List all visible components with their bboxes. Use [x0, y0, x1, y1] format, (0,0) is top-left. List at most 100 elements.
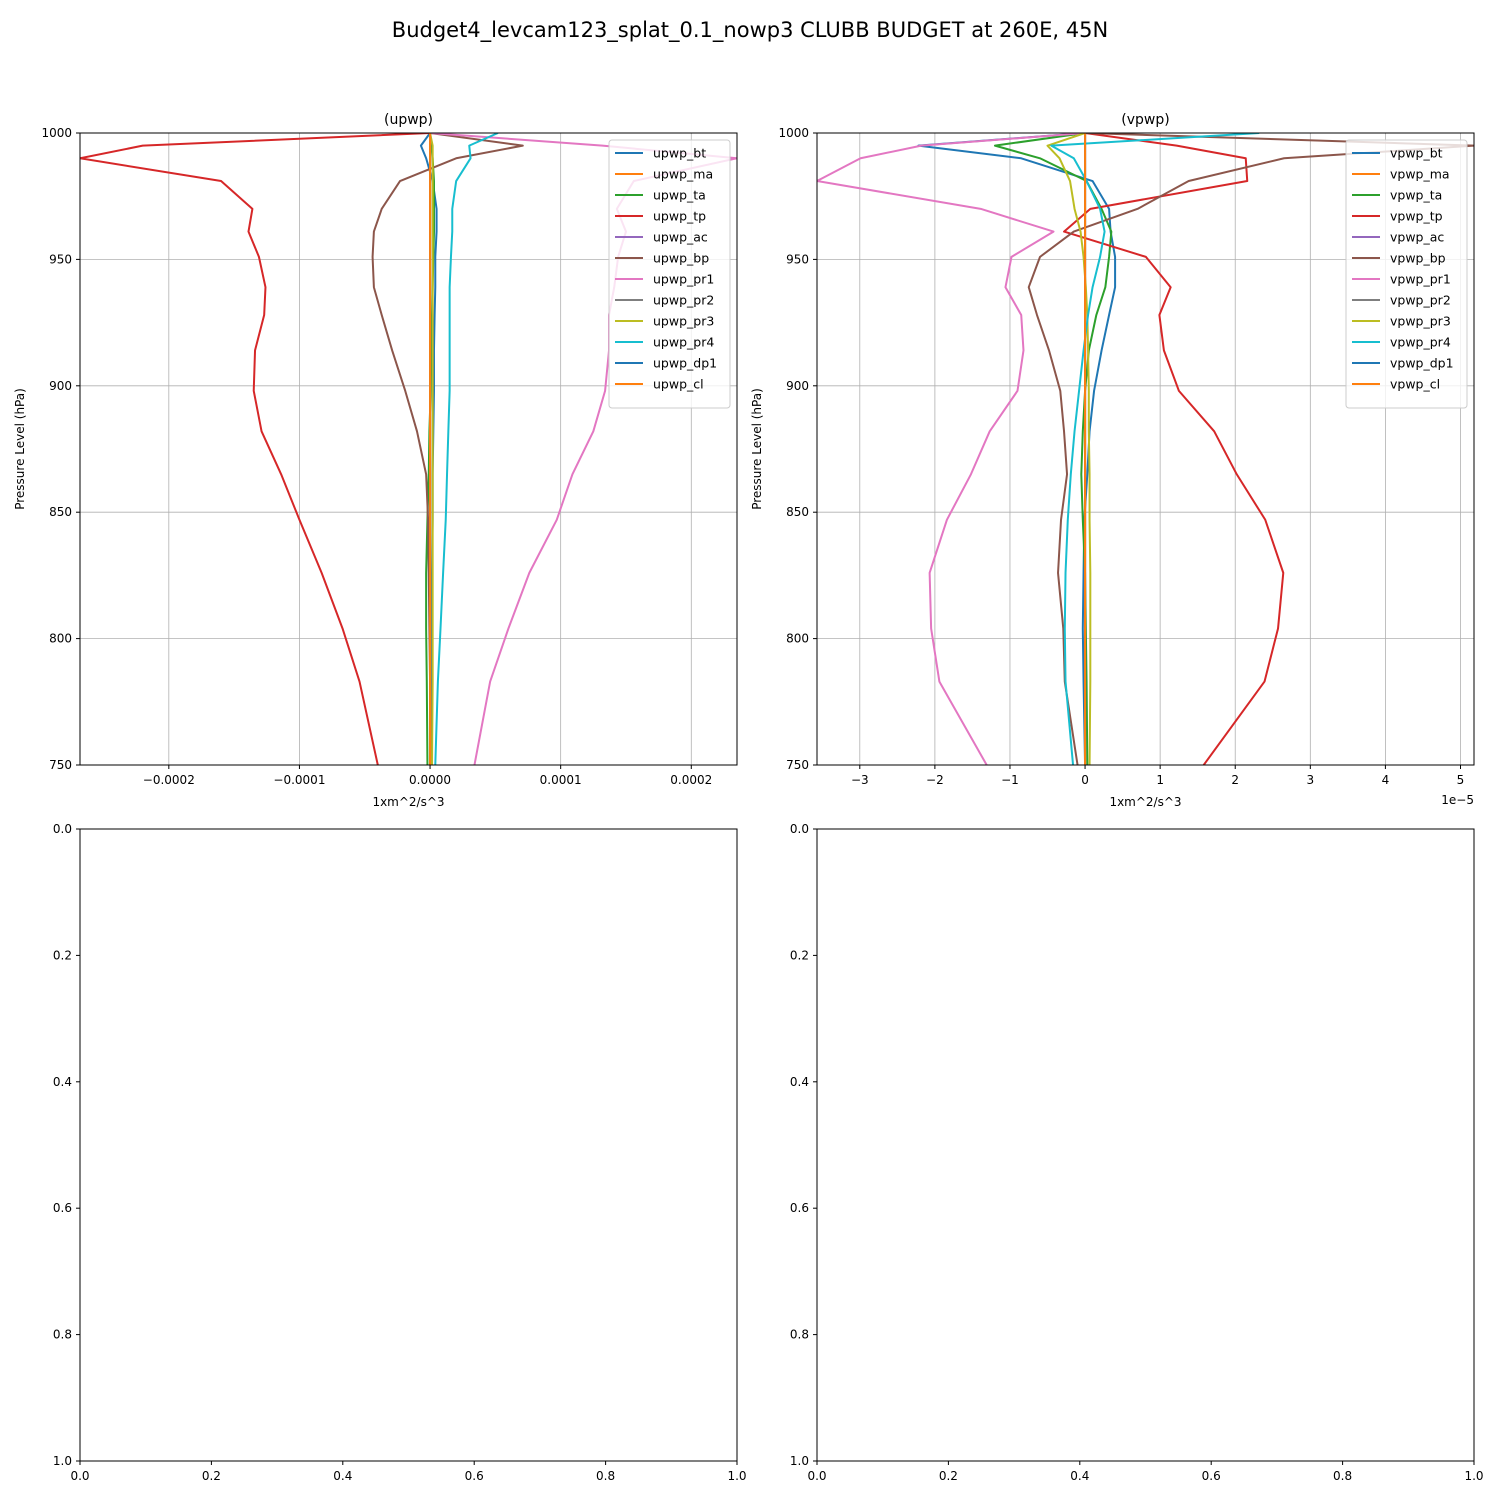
y-tick-label: 1000	[778, 126, 809, 140]
x-tick-label: 0.8	[1333, 1469, 1352, 1483]
y-tick-label: 0.2	[53, 948, 72, 962]
x-axis-label: 1xm^2/s^3	[372, 795, 444, 809]
y-tick-label: 0.4	[53, 1075, 72, 1089]
legend-label: vpwp_ma	[1390, 167, 1450, 182]
x-tick-label: −1	[1001, 773, 1019, 787]
y-tick-label: 850	[49, 505, 72, 519]
y-tick-label: 950	[786, 252, 809, 266]
y-tick-label: 800	[49, 632, 72, 646]
figure-title: Budget4_levcam123_splat_0.1_nowp3 CLUBB …	[392, 18, 1108, 43]
legend: upwp_bt upwp_ma upwp_ta upwp_tp upwp_ac upwp_…	[608, 139, 731, 409]
legend-label: upwp_ac	[653, 230, 708, 245]
series-line-vpwp_pr3	[1046, 133, 1092, 765]
legend-label: vpwp_ta	[1390, 188, 1442, 203]
legend-label: vpwp_dp1	[1390, 356, 1454, 371]
x-tick-label: −3	[851, 773, 869, 787]
series-line-vpwp_bp	[1027, 133, 1474, 765]
legend-label: vpwp_bt	[1390, 146, 1443, 161]
x-tick-label: 0.2	[939, 1469, 958, 1483]
y-tick-label: 900	[786, 379, 809, 393]
legend-label: upwp_tp	[653, 209, 706, 224]
panel-2: −3 −2 −1 0 1 2 3 4 5 750 800 850 900 950 1000 1e−5 (vpwp…	[750, 112, 1475, 809]
y-tick-label: 0.4	[790, 1075, 809, 1089]
legend-label: upwp_pr1	[653, 272, 714, 287]
legend-label: vpwp_pr4	[1390, 335, 1451, 350]
legend-label: vpwp_pr1	[1390, 272, 1451, 287]
x-tick-label: 0.2	[202, 1469, 221, 1483]
y-tick-label: 0.0	[53, 822, 72, 836]
x-tick-label: 1	[1156, 773, 1164, 787]
x-tick-label: 5	[1457, 773, 1465, 787]
legend-label: vpwp_tp	[1390, 209, 1443, 224]
y-tick-label: 0.6	[53, 1201, 72, 1215]
x-tick-label: 3	[1306, 773, 1314, 787]
legend-label: upwp_pr4	[653, 335, 714, 350]
x-tick-label: 0.0001	[540, 773, 582, 787]
y-tick-label: 0.0	[790, 822, 809, 836]
legend-label: upwp_ma	[653, 167, 713, 182]
panel-3: 0.0 0.2 0.4 0.6 0.8 1.00.00.20.40.60.81.0	[53, 822, 747, 1483]
x-tick-label: −2	[926, 773, 944, 787]
x-offset-label: 1e−5	[1441, 793, 1474, 807]
series-line-vpwp_pr1	[817, 133, 1086, 765]
x-tick-label: 0.4	[1070, 1469, 1089, 1483]
legend-label: upwp_ta	[653, 188, 706, 203]
y-tick-label: 900	[49, 379, 72, 393]
y-tick-label: 750	[786, 758, 809, 772]
x-axis-label: 1xm^2/s^3	[1109, 795, 1181, 809]
x-tick-label: 0.6	[1202, 1469, 1221, 1483]
x-tick-label: 0.8	[596, 1469, 615, 1483]
x-tick-label: 1.0	[727, 1469, 746, 1483]
legend-label: vpwp_cl	[1390, 377, 1440, 392]
legend-label: vpwp_ac	[1390, 230, 1444, 245]
series-line-vpwp_tp	[1063, 133, 1285, 765]
x-tick-label: 0.6	[465, 1469, 484, 1483]
axes-frame	[79, 828, 738, 1462]
series-line-upwp_bp	[371, 133, 524, 765]
legend-label: upwp_bt	[653, 146, 706, 161]
x-tick-label: −0.0001	[273, 773, 325, 787]
plot-area	[817, 133, 1474, 765]
legend-label: vpwp_pr3	[1390, 314, 1451, 329]
x-tick-label: 0.0000	[409, 773, 451, 787]
y-tick-label: 1000	[41, 126, 72, 140]
axes-frame	[816, 828, 1475, 1462]
legend-label: vpwp_pr2	[1390, 293, 1451, 308]
y-tick-label: 850	[786, 505, 809, 519]
y-tick-label: 800	[786, 632, 809, 646]
axes-frame	[816, 132, 1475, 766]
x-tick-label: 0.4	[333, 1469, 352, 1483]
legend-label: upwp_pr2	[653, 293, 714, 308]
legend: vpwp_bt vpwp_ma vpwp_ta vpwp_tp vpwp_ac vpwp_…	[1345, 139, 1468, 409]
y-tick-label: 950	[49, 252, 72, 266]
axes-frame	[79, 132, 738, 766]
series-line-upwp_tp	[80, 133, 431, 765]
legend-label: upwp_bp	[653, 251, 709, 266]
x-tick-label: 0	[1081, 773, 1089, 787]
legend-label: upwp_pr3	[653, 314, 714, 329]
y-tick-label: 1.0	[790, 1454, 809, 1468]
panel-1: −0.0002 −0.0001 0.0000 0.0001 0.0002 750 800 85…	[13, 112, 738, 809]
x-tick-label: −0.0002	[143, 773, 195, 787]
panel-title: (vpwp)	[1121, 112, 1169, 128]
panel-title: (upwp)	[384, 112, 433, 128]
series-line-upwp_pr4	[434, 133, 499, 765]
y-tick-label: 0.2	[790, 948, 809, 962]
x-tick-label: 0.0002	[670, 773, 712, 787]
y-tick-label: 0.8	[790, 1328, 809, 1342]
x-tick-label: 2	[1231, 773, 1239, 787]
y-tick-label: 1.0	[53, 1454, 72, 1468]
panel-4: 0.0 0.2 0.4 0.6 0.8 1.00.00.20.40.60.81.0	[790, 822, 1484, 1483]
y-tick-label: 750	[49, 758, 72, 772]
x-tick-label: 1.0	[1464, 1469, 1483, 1483]
y-tick-label: 0.6	[790, 1201, 809, 1215]
y-axis-label: Pressure Level (hPa)	[750, 388, 764, 510]
y-axis-label: Pressure Level (hPa)	[13, 388, 27, 510]
series-line-upwp_pr3	[429, 133, 434, 765]
legend-label: vpwp_bp	[1390, 251, 1446, 266]
x-tick-label: 0.0	[70, 1469, 89, 1483]
legend-label: upwp_cl	[653, 377, 704, 392]
x-tick-label: 4	[1382, 773, 1390, 787]
